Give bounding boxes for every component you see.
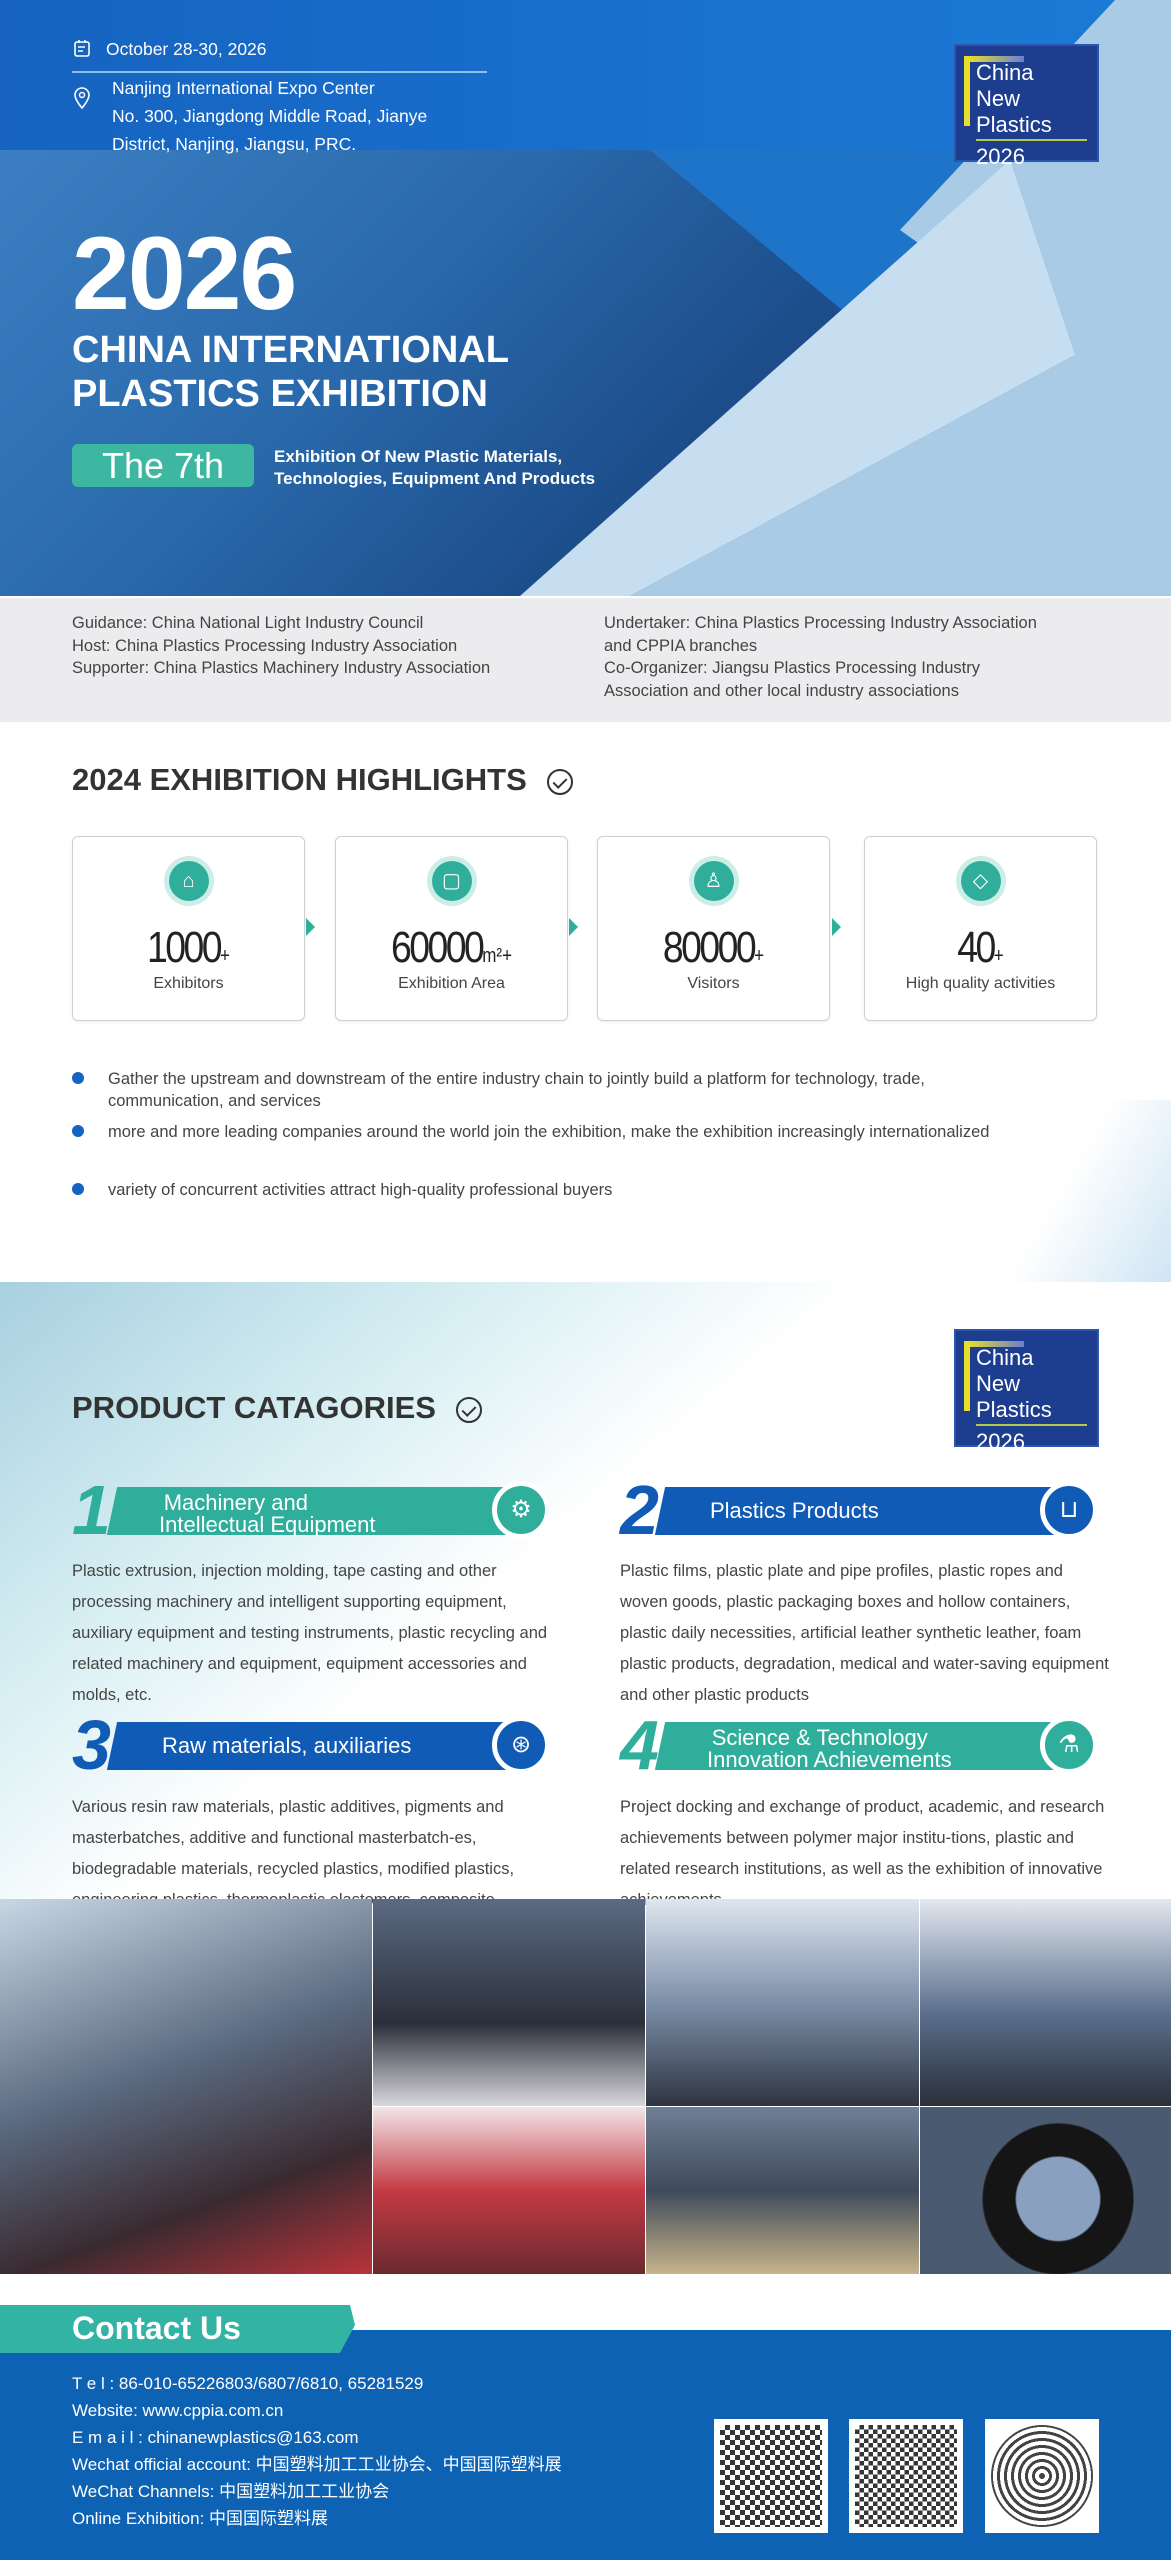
contact-website[interactable]: Website: www.cppia.com.cn — [72, 2401, 284, 2420]
bullet-icon — [72, 1125, 84, 1137]
contact-online-exhibition: Online Exhibition: 中国国际塑料展 — [72, 2509, 329, 2528]
qr-code-image — [714, 2419, 828, 2533]
venue-line: No. 300, Jiangdong Middle Road, Jianye — [112, 106, 428, 126]
stat-card-exhibitors: ⌂ 1000+ Exhibitors — [72, 836, 305, 1021]
arrow-icon — [832, 918, 841, 936]
contact-email[interactable]: E m a i l : chinanewplastics@163.com — [72, 2428, 359, 2447]
event-subtitle: Exhibition Of New Plastic Materials, Tech… — [274, 447, 596, 488]
calendar-icon — [74, 40, 90, 57]
pipe-photo — [920, 2107, 1171, 2274]
highlights-heading: 2024 EXHIBITION HIGHLIGHTS — [72, 762, 573, 798]
forum-photo — [373, 2107, 645, 2274]
users-icon: ♙ — [693, 861, 734, 901]
location-pin-icon — [74, 87, 90, 110]
area-icon: ▢ — [431, 861, 472, 901]
china-new-plastics-logo: China New Plastics 2026 — [954, 1329, 1099, 1454]
event-date: October 28-30, 2026 — [72, 35, 267, 63]
date-text: October 28-30, 2026 — [106, 39, 267, 59]
bullet-icon — [72, 1183, 84, 1195]
category-banner-4: 4 Science & Technology Innovation Achievem… — [620, 1710, 1098, 1780]
products-heading: PRODUCT CATAGORIES — [72, 1390, 482, 1426]
venue-line: Nanjing International Expo Center — [112, 78, 375, 98]
category-description: Plastic films, plastic plate and pipe pr… — [620, 1562, 1109, 1704]
stat-card-visitors: ♙ 80000+ Visitors — [597, 836, 830, 1021]
organizer-host: Host: China Plastics Processing Industry… — [72, 636, 458, 655]
event-year: 2026 — [72, 216, 297, 332]
highlight-bullet: Gather the upstream and downstream of th… — [72, 1068, 1022, 1112]
venue-line: District, Nanjing, Jiangsu, PRC. — [112, 134, 357, 154]
category-banner-1: 1 Machinery and Intellectual Equipment ⚙ — [72, 1475, 550, 1545]
contact-heading: Contact Us — [0, 2305, 355, 2353]
qr-code-image — [849, 2419, 963, 2533]
stat-card-activities: ◇ 40+ High quality activities — [864, 836, 1097, 1021]
ceremony-photo — [373, 1899, 645, 2106]
crowd-photo — [0, 1899, 372, 2274]
machinery-icon: ⚙ — [492, 1481, 550, 1539]
category-banner-3: 3 Raw materials, auxiliaries ⊛ — [72, 1710, 550, 1780]
contact-wechat-channels: WeChat Channels: 中国塑料加工工业协会 — [72, 2482, 390, 2501]
decor-corner — [1000, 1100, 1171, 1282]
photo-collage — [0, 1899, 1171, 2274]
event-title: CHINA INTERNATIONAL PLASTICS EXHIBITION — [72, 329, 509, 415]
organizer-undertaker: Undertaker: China Plastics Processing In… — [604, 614, 1037, 632]
organizer-coorganizer: Co-Organizer: Jiangsu Plastics Processin… — [604, 659, 980, 677]
edition-badge: The 7th — [72, 444, 254, 487]
bag-icon: ⊔ — [1040, 1481, 1098, 1539]
venue-address: Nanjing International Expo Center No. 30… — [112, 74, 427, 158]
organizer-supporter: Supporter: China Plastics Machinery Indu… — [72, 659, 491, 677]
category-description: Project docking and exchange of product,… — [620, 1798, 1105, 1909]
diamond-icon: ◇ — [960, 861, 1001, 901]
mini-program-code-image — [985, 2419, 1099, 2533]
microscope-icon: ⚗ — [1040, 1716, 1098, 1774]
basket-icon: ⌂ — [168, 861, 209, 901]
category-description: Plastic extrusion, injection molding, ta… — [72, 1562, 548, 1704]
hall-photo — [920, 1899, 1171, 2106]
organizer-undertaker-cont: and CPPIA branches — [604, 636, 758, 655]
machinery-photo — [646, 2107, 919, 2274]
contact-wechat-account: Wechat official account: 中国塑料加工工业协会、中国国际… — [72, 2455, 562, 2474]
contact-tel: T e l : 86-010-65226803/6807/6810, 65281… — [72, 2374, 424, 2393]
organizers-band: Guidance: China National Light Industry … — [0, 598, 1171, 722]
bullet-icon — [72, 1072, 84, 1084]
contact-section — [0, 2330, 1171, 2560]
organizer-guidance: Guidance: China National Light Industry … — [72, 614, 424, 632]
category-banner-2: 2 Plastics Products ⊔ — [620, 1475, 1098, 1545]
molecule-icon: ⊛ — [492, 1716, 550, 1774]
highlight-bullet: variety of concurrent activities attract… — [72, 1179, 1022, 1201]
stat-card-area: ▢ 60000m²+ Exhibition Area — [335, 836, 568, 1021]
check-circle-icon — [546, 768, 573, 795]
china-new-plastics-logo: China New Plastics 2026 — [954, 44, 1099, 169]
organizer-coorganizer-cont: Association and other local industry ass… — [604, 681, 959, 700]
highlight-bullet: more and more leading companies around t… — [72, 1121, 1022, 1143]
divider — [72, 71, 487, 73]
arrow-icon — [306, 918, 315, 936]
check-circle-icon — [455, 1396, 482, 1423]
booth-photo — [646, 1899, 919, 2106]
arrow-icon — [569, 918, 578, 936]
